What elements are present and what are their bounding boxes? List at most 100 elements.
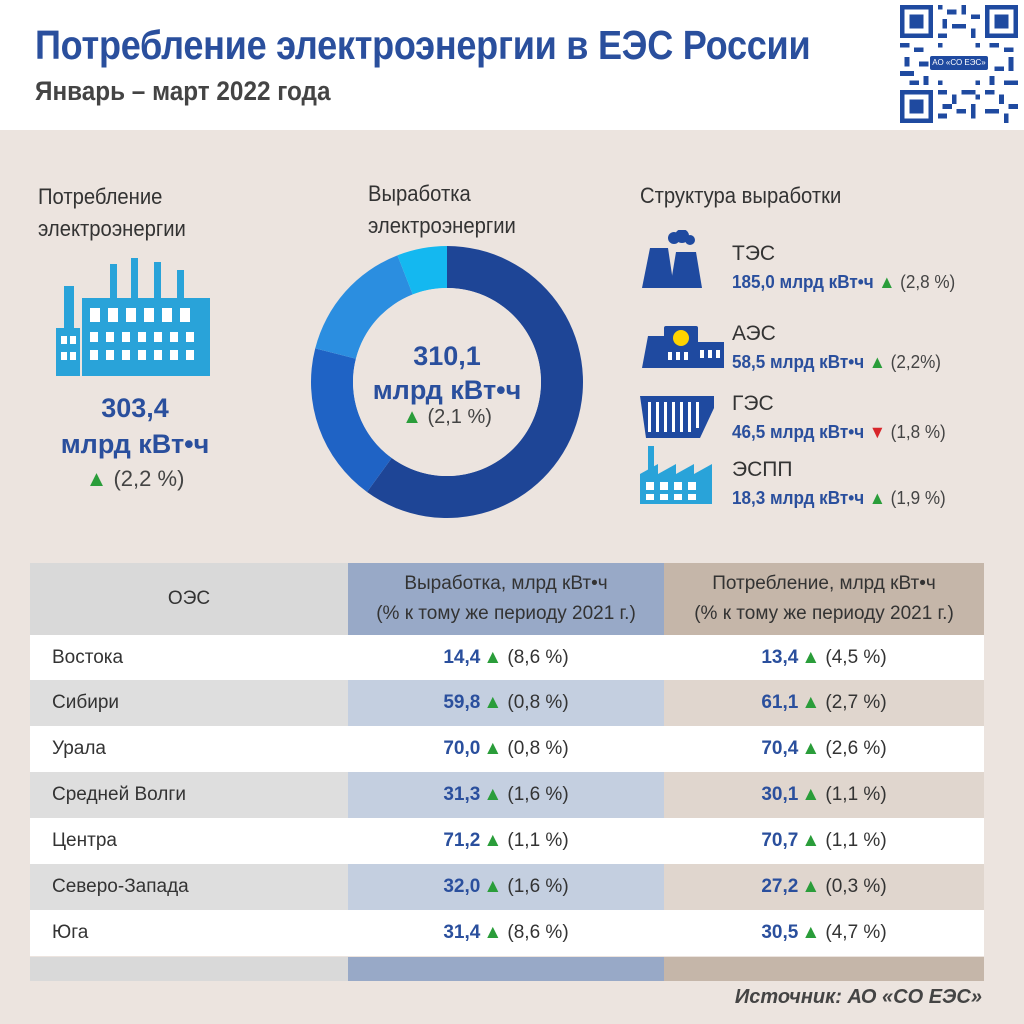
table-row: Центра 71,2 ▲ (1,1 %) 70,7 ▲ (1,1 %) [30,818,984,864]
oes-name: Сибири [30,680,348,726]
generation-change: (1,1 %) [507,830,569,851]
consumption-cell: 30,1 ▲ (1,1 %) [664,772,984,818]
up-arrow-icon: ▲ [801,876,821,897]
structure-item-espp: ЭСПП 18,3 млрд кВт•ч ▲ (1,9 %) [636,446,1016,528]
structure-change: (1,9 %) [890,488,946,508]
consumption-cell: 70,7 ▲ (1,1 %) [664,818,984,864]
header: Потребление электроэнергии в ЕЭС России … [0,0,1024,130]
generation-cell: 71,2 ▲ (1,1 %) [348,818,664,864]
consumption-change: (1,1 %) [825,830,887,851]
structure-title: Структура выработки [640,183,842,208]
generation-value: 71,2 [443,830,481,851]
structure-name: ТЭС [732,242,776,265]
oes-name: Урала [30,726,348,772]
generation-change: (8,6 %) [507,647,569,668]
down-arrow-icon: ▼ [868,422,886,442]
oes-name: Северо-Запада [30,864,348,910]
structure-value-line: 46,5 млрд кВт•ч ▼ (1,8 %) [732,422,946,443]
oes-name-text: Средней Волги [52,784,186,805]
source-note: Источник: АО «СО ЕЭС» [734,986,982,1008]
consumption-change: (0,3 %) [825,876,887,897]
generation-change: (1,6 %) [507,876,569,897]
structure-value-line: 185,0 млрд кВт•ч ▲ (2,8 %) [732,272,955,293]
consumption-value: 61,1 [761,692,799,713]
header-line: Потребление, млрд кВт•ч [712,573,936,594]
consumption-label-line1: Потребление [38,184,163,209]
up-arrow-icon: ▲ [483,738,503,759]
structure-value-line: 58,5 млрд кВт•ч ▲ (2,2%) [732,352,941,373]
structure-change: (2,8 %) [900,272,956,292]
oes-name-text: Урала [52,738,107,759]
donut-slice-3 [315,255,413,359]
header-line: (% к тому же периоду 2021 г.) [694,603,954,624]
factory-icon [56,258,210,376]
oes-name: Средней Волги [30,772,348,818]
structure-value: 58,5 млрд кВт•ч [732,352,865,372]
generation-value: 310,1 [413,341,481,371]
generation-label-line1: Выработка [368,181,471,206]
up-arrow-icon: ▲ [801,784,821,805]
up-arrow-icon: ▲ [402,406,422,428]
structure-value: 185,0 млрд кВт•ч [732,272,874,292]
structure-name: АЭС [732,322,776,345]
consumption-change: (4,7 %) [825,922,887,943]
generation-label: Выработка электроэнергии [368,178,516,242]
up-arrow-icon: ▲ [801,922,821,943]
industrial-plant-icon [640,446,712,504]
generation-value: 31,3 [443,784,481,805]
structure-value: 18,3 млрд кВт•ч [732,488,865,508]
consumption-value: 70,7 [761,830,799,851]
structure-change: (2,2%) [890,352,941,372]
consumption-value: 30,5 [761,922,799,943]
page-subtitle: Январь – март 2022 года [35,76,331,106]
consumption-change: (2,6 %) [825,738,887,759]
table-header-oes: ОЭС [30,563,348,635]
generation-change: (8,6 %) [507,922,569,943]
generation-cell: 59,8 ▲ (0,8 %) [348,680,664,726]
generation-unit: млрд кВт•ч [372,375,522,405]
generation-cell: 14,4 ▲ (8,6 %) [348,635,664,681]
up-arrow-icon: ▲ [801,830,821,851]
generation-label-line2: электроэнергии [368,213,516,238]
consumption-cell: 70,4 ▲ (2,6 %) [664,726,984,772]
generation-value: 59,8 [443,692,481,713]
generation-cell: 31,3 ▲ (1,6 %) [348,772,664,818]
oes-name-text: Центра [52,830,117,851]
donut-hole [353,288,541,476]
table-row: Сибири 59,8 ▲ (0,8 %) 61,1 ▲ (2,7 %) [30,680,984,726]
donut-slice-1 [367,246,583,518]
up-arrow-icon: ▲ [801,738,821,759]
table-row: Северо-Запада 32,0 ▲ (1,6 %) 27,2 ▲ (0,3 %) [30,864,984,910]
structure-name: ЭСПП [732,458,793,481]
generation-change: (1,6 %) [507,784,569,805]
generation-cell: 32,0 ▲ (1,6 %) [348,864,664,910]
page-title: Потребление электроэнергии в ЕЭС России [35,22,811,68]
structure-item-tes: ТЭС 185,0 млрд кВт•ч ▲ (2,8 %) [636,230,1016,312]
consumption-cell: 61,1 ▲ (2,7 %) [664,680,984,726]
generation-value: 14,4 [443,647,481,668]
consumption-value: 30,1 [761,784,799,805]
consumption-change: (4,5 %) [825,647,887,668]
footer-cell [664,957,984,981]
table-footer [30,957,984,981]
up-arrow-icon: ▲ [878,272,896,292]
qr-code-icon[interactable] [900,5,1018,123]
header-line: (% к тому же периоду 2021 г.) [376,603,636,624]
nuclear-plant-icon [642,326,724,368]
oes-name-text: Северо-Запада [52,876,189,897]
table-row: Юга 31,4 ▲ (8,6 %) 30,5 ▲ (4,7 %) [30,910,984,956]
oes-name: Юга [30,910,348,956]
footer-cell [348,957,664,981]
footer-cell [30,957,348,981]
consumption-value: 27,2 [761,876,799,897]
generation-change: (0,8 %) [507,692,569,713]
consumption-unit: млрд кВт•ч [60,429,210,459]
oes-name-text: Юга [52,922,89,943]
generation-value: 31,4 [443,922,481,943]
structure-value: 46,5 млрд кВт•ч [732,422,865,442]
oes-name-text: Сибири [52,692,120,713]
generation-value: 70,0 [443,738,481,759]
consumption-change: (1,1 %) [825,784,887,805]
structure-name: ГЭС [732,392,774,415]
table-row: Средней Волги 31,3 ▲ (1,6 %) 30,1 ▲ (1,1 %) [30,772,984,818]
